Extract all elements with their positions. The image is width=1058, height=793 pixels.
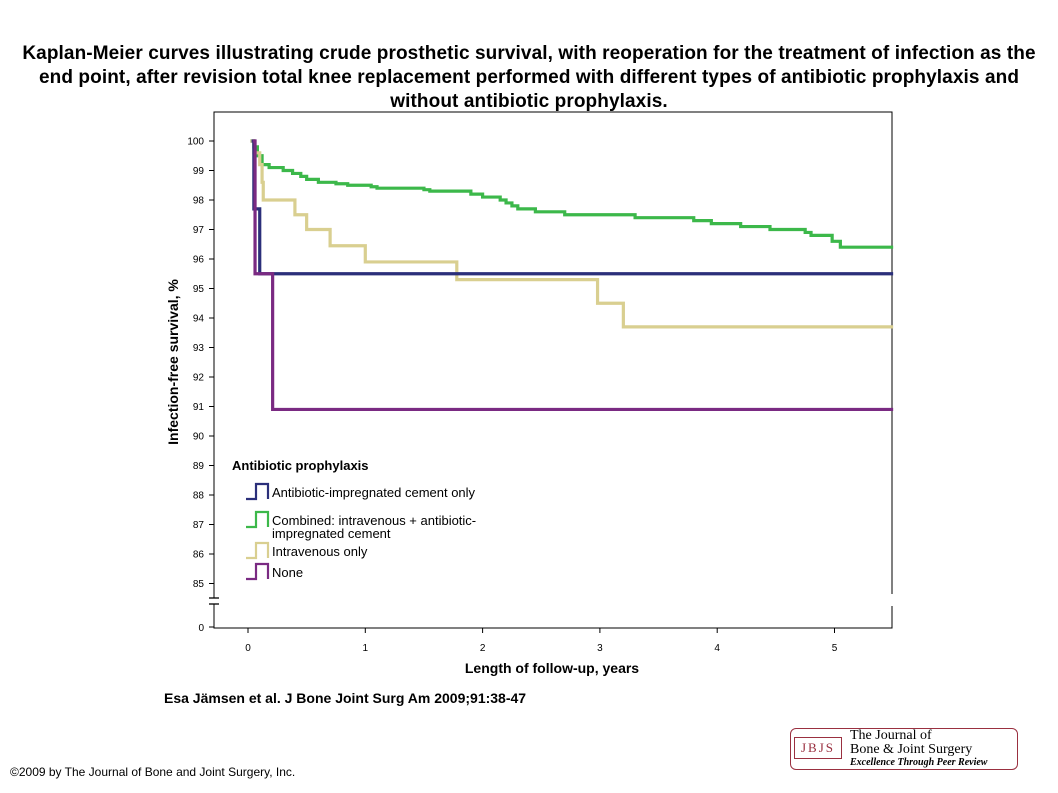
y-tick-label: 91 (193, 402, 205, 413)
curve-iv (250, 139, 894, 329)
y-tick-label: 100 (187, 137, 204, 148)
legend-swatch-iv (246, 541, 270, 560)
y-tick-label: 89 (193, 461, 205, 472)
logo-line-2: Bone & Joint Surgery (850, 742, 973, 757)
copyright: ©2009 by The Journal of Bone and Joint S… (10, 765, 296, 779)
y-tick-label: 86 (193, 550, 205, 561)
y-axis-zero-label: 0 (198, 623, 204, 634)
x-tick-label: 5 (832, 643, 838, 654)
y-tick-label: 99 (193, 166, 205, 177)
legend-label: None (272, 565, 303, 580)
legend-label: Combined: intravenous + antibiotic- (272, 513, 476, 528)
y-tick-label: 93 (193, 343, 205, 354)
y-tick-label: 87 (193, 520, 205, 531)
logo-frame (790, 728, 1018, 770)
curve-none (252, 139, 894, 412)
y-tick-label: 97 (193, 225, 205, 236)
legend-title: Antibiotic prophylaxis (232, 458, 369, 473)
x-tick-label: 4 (714, 643, 720, 654)
legend-swatch-combined (246, 510, 270, 529)
x-tick-label: 2 (480, 643, 486, 654)
y-tick-label: 92 (193, 373, 205, 384)
y-tick-label: 94 (193, 314, 205, 325)
y-axis-ticks: 100 99 98 97 96 95 94 93 92 91 90 89 88 87 86 85 (187, 137, 214, 628)
chart-title: Kaplan-Meier curves illustrating crude p… (22, 43, 1036, 112)
x-tick-label: 3 (597, 643, 603, 654)
y-axis-label: Infection-free survival, % (165, 279, 181, 445)
y-tick-label: 85 (193, 579, 205, 590)
x-axis-ticks: 0 1 2 3 4 5 (245, 628, 838, 654)
curve-cement (251, 139, 894, 276)
legend-swatch-none (246, 562, 270, 581)
x-axis-label: Length of follow-up, years (465, 660, 639, 676)
legend-label: Intravenous only (272, 544, 368, 559)
y-tick-label: 95 (193, 284, 205, 295)
x-tick-label: 0 (245, 643, 251, 654)
legend-label: impregnated cement (272, 526, 391, 541)
logo-line-1: The Journal of (850, 728, 932, 743)
citation: Esa Jämsen et al. J Bone Joint Surg Am 2… (164, 690, 527, 706)
logo-abbreviation: JBJS (794, 737, 842, 759)
legend-label: Antibiotic-impregnated cement only (272, 485, 476, 500)
plot-frame (213, 111, 893, 629)
axis-break-gap (205, 598, 235, 604)
legend-swatch-cement (246, 482, 270, 501)
y-tick-label: 96 (193, 255, 205, 266)
journal-logo[interactable]: JBJS The Journal of Bone & Joint Surgery… (790, 728, 1018, 770)
x-tick-label: 1 (363, 643, 369, 654)
survival-curves (250, 139, 894, 412)
kaplan-meier-chart: 100 99 98 97 96 95 94 93 92 91 90 89 88 87 86 85 0 1 2 3 4 5… (165, 111, 896, 676)
right-edge-gap (888, 594, 896, 606)
y-tick-label: 88 (193, 491, 205, 502)
logo-tagline: Excellence Through Peer Review (850, 757, 988, 768)
curve-combined (250, 139, 894, 249)
y-tick-label: 90 (193, 432, 205, 443)
y-tick-label: 98 (193, 196, 205, 207)
legend: Antibiotic prophylaxis Antibiotic-impreg… (232, 458, 476, 581)
